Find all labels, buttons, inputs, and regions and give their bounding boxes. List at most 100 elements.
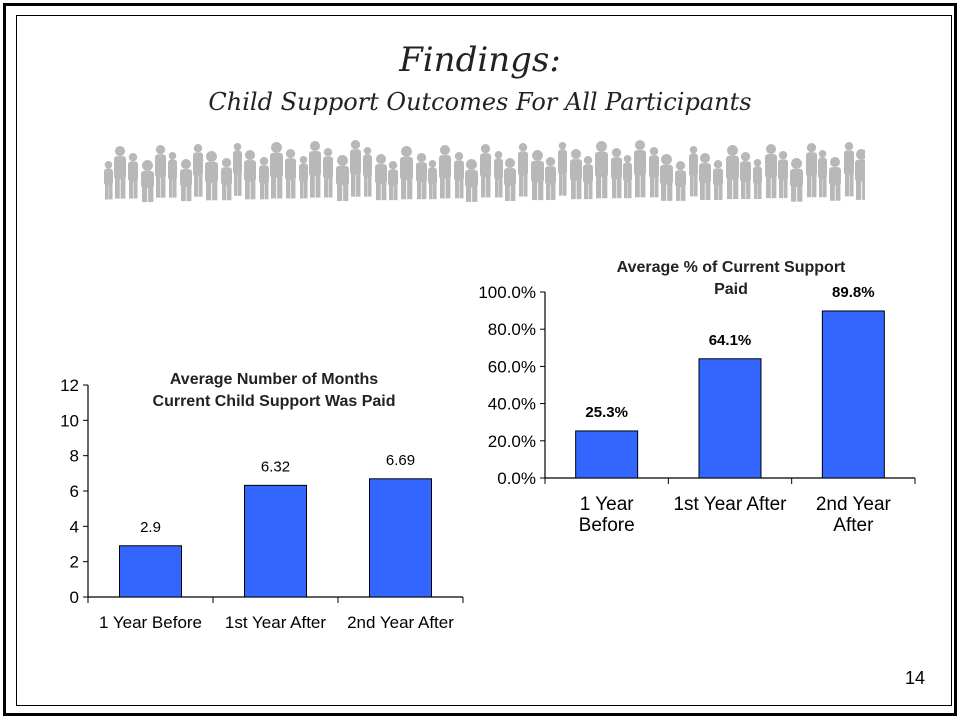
person-body-icon (155, 154, 166, 178)
person-body-icon (104, 168, 113, 186)
person-leg-icon (862, 180, 865, 200)
person-leg-icon (741, 180, 746, 200)
person-head-icon (128, 153, 138, 162)
person-leg-icon (700, 182, 705, 200)
person-body-icon (518, 151, 528, 176)
person-leg-icon (676, 186, 681, 201)
slide-title: Findings: (399, 40, 561, 80)
person-leg-icon (667, 183, 673, 201)
person-leg-icon (705, 182, 711, 200)
person-head-icon (791, 158, 802, 169)
person-body-icon (114, 156, 126, 180)
person-leg-icon (105, 184, 109, 200)
person-body-icon (660, 164, 673, 185)
person-head-icon (142, 160, 153, 171)
person-head-icon (532, 150, 543, 161)
person-head-icon (713, 160, 723, 169)
person-body-icon (713, 168, 723, 186)
person-leg-icon (733, 178, 739, 200)
person-leg-icon (264, 183, 269, 200)
person-leg-icon (812, 175, 817, 198)
person-body-icon (388, 169, 398, 187)
person-head-icon (611, 148, 622, 158)
person-body-icon (689, 153, 698, 177)
person-leg-icon (661, 183, 667, 201)
person-leg-icon (108, 184, 113, 200)
person-leg-icon (718, 184, 723, 200)
person-head-icon (363, 147, 372, 155)
person-head-icon (545, 157, 556, 167)
person-leg-icon (455, 180, 459, 199)
person-head-icon (104, 161, 113, 169)
person-leg-icon (791, 186, 797, 202)
person-leg-icon (746, 180, 751, 200)
person-leg-icon (445, 177, 451, 199)
person-head-icon (844, 142, 854, 151)
people-silhouette-banner (104, 140, 865, 203)
person-body-icon (753, 166, 762, 185)
person-head-icon (454, 152, 464, 161)
person-leg-icon (797, 186, 803, 202)
person-leg-icon (757, 183, 762, 200)
person-body-icon (675, 170, 686, 188)
person-body-icon (623, 162, 632, 182)
person-head-icon (583, 156, 593, 165)
person-leg-icon (681, 186, 686, 201)
person-head-icon (570, 149, 582, 160)
person-head-icon (323, 148, 333, 157)
person-head-icon (428, 160, 437, 168)
person-leg-icon (690, 175, 694, 197)
person-leg-icon (440, 177, 445, 199)
person-body-icon (558, 149, 567, 175)
person-body-icon (634, 150, 646, 176)
person-body-icon (726, 155, 739, 180)
person-body-icon (765, 154, 777, 179)
person-head-icon (244, 150, 256, 161)
person-body-icon (180, 169, 192, 187)
person-head-icon (675, 161, 686, 171)
person-body-icon (205, 161, 218, 183)
person-leg-icon (519, 174, 523, 197)
person-leg-icon (120, 178, 126, 199)
person-leg-icon (324, 177, 328, 198)
person-body-icon (309, 151, 321, 177)
person-leg-icon (835, 184, 841, 201)
person-leg-icon (328, 177, 333, 198)
person-leg-icon (584, 182, 588, 200)
person-head-icon (504, 158, 516, 169)
person-leg-icon (169, 179, 173, 198)
person-leg-icon (845, 174, 849, 197)
person-head-icon (299, 156, 308, 164)
person-leg-icon (635, 174, 640, 198)
person-leg-icon (310, 175, 315, 198)
person-head-icon (856, 149, 865, 160)
person-leg-icon (714, 184, 718, 200)
person-leg-icon (227, 184, 232, 201)
person-leg-icon (245, 180, 250, 200)
person-body-icon (375, 164, 387, 184)
person-leg-icon (617, 178, 622, 199)
person-leg-icon (612, 178, 617, 199)
person-leg-icon (559, 173, 563, 196)
person-leg-icon (129, 180, 133, 199)
person-leg-icon (161, 176, 166, 198)
person-head-icon (634, 140, 646, 151)
person-leg-icon (351, 173, 356, 197)
person-leg-icon (495, 178, 499, 198)
person-leg-icon (532, 181, 538, 201)
person-body-icon (336, 165, 349, 186)
person-leg-icon (401, 178, 407, 200)
person-body-icon (193, 152, 203, 177)
person-body-icon (740, 161, 751, 182)
person-leg-icon (407, 178, 413, 200)
person-leg-icon (250, 180, 256, 200)
person-leg-icon (771, 176, 777, 199)
person-leg-icon (546, 183, 551, 201)
person-head-icon (765, 144, 777, 155)
person-head-icon (778, 151, 788, 160)
person-head-icon (649, 147, 659, 156)
person-leg-icon (754, 183, 758, 200)
person-head-icon (375, 154, 387, 165)
person-leg-icon (194, 175, 198, 197)
person-leg-icon (459, 180, 464, 199)
